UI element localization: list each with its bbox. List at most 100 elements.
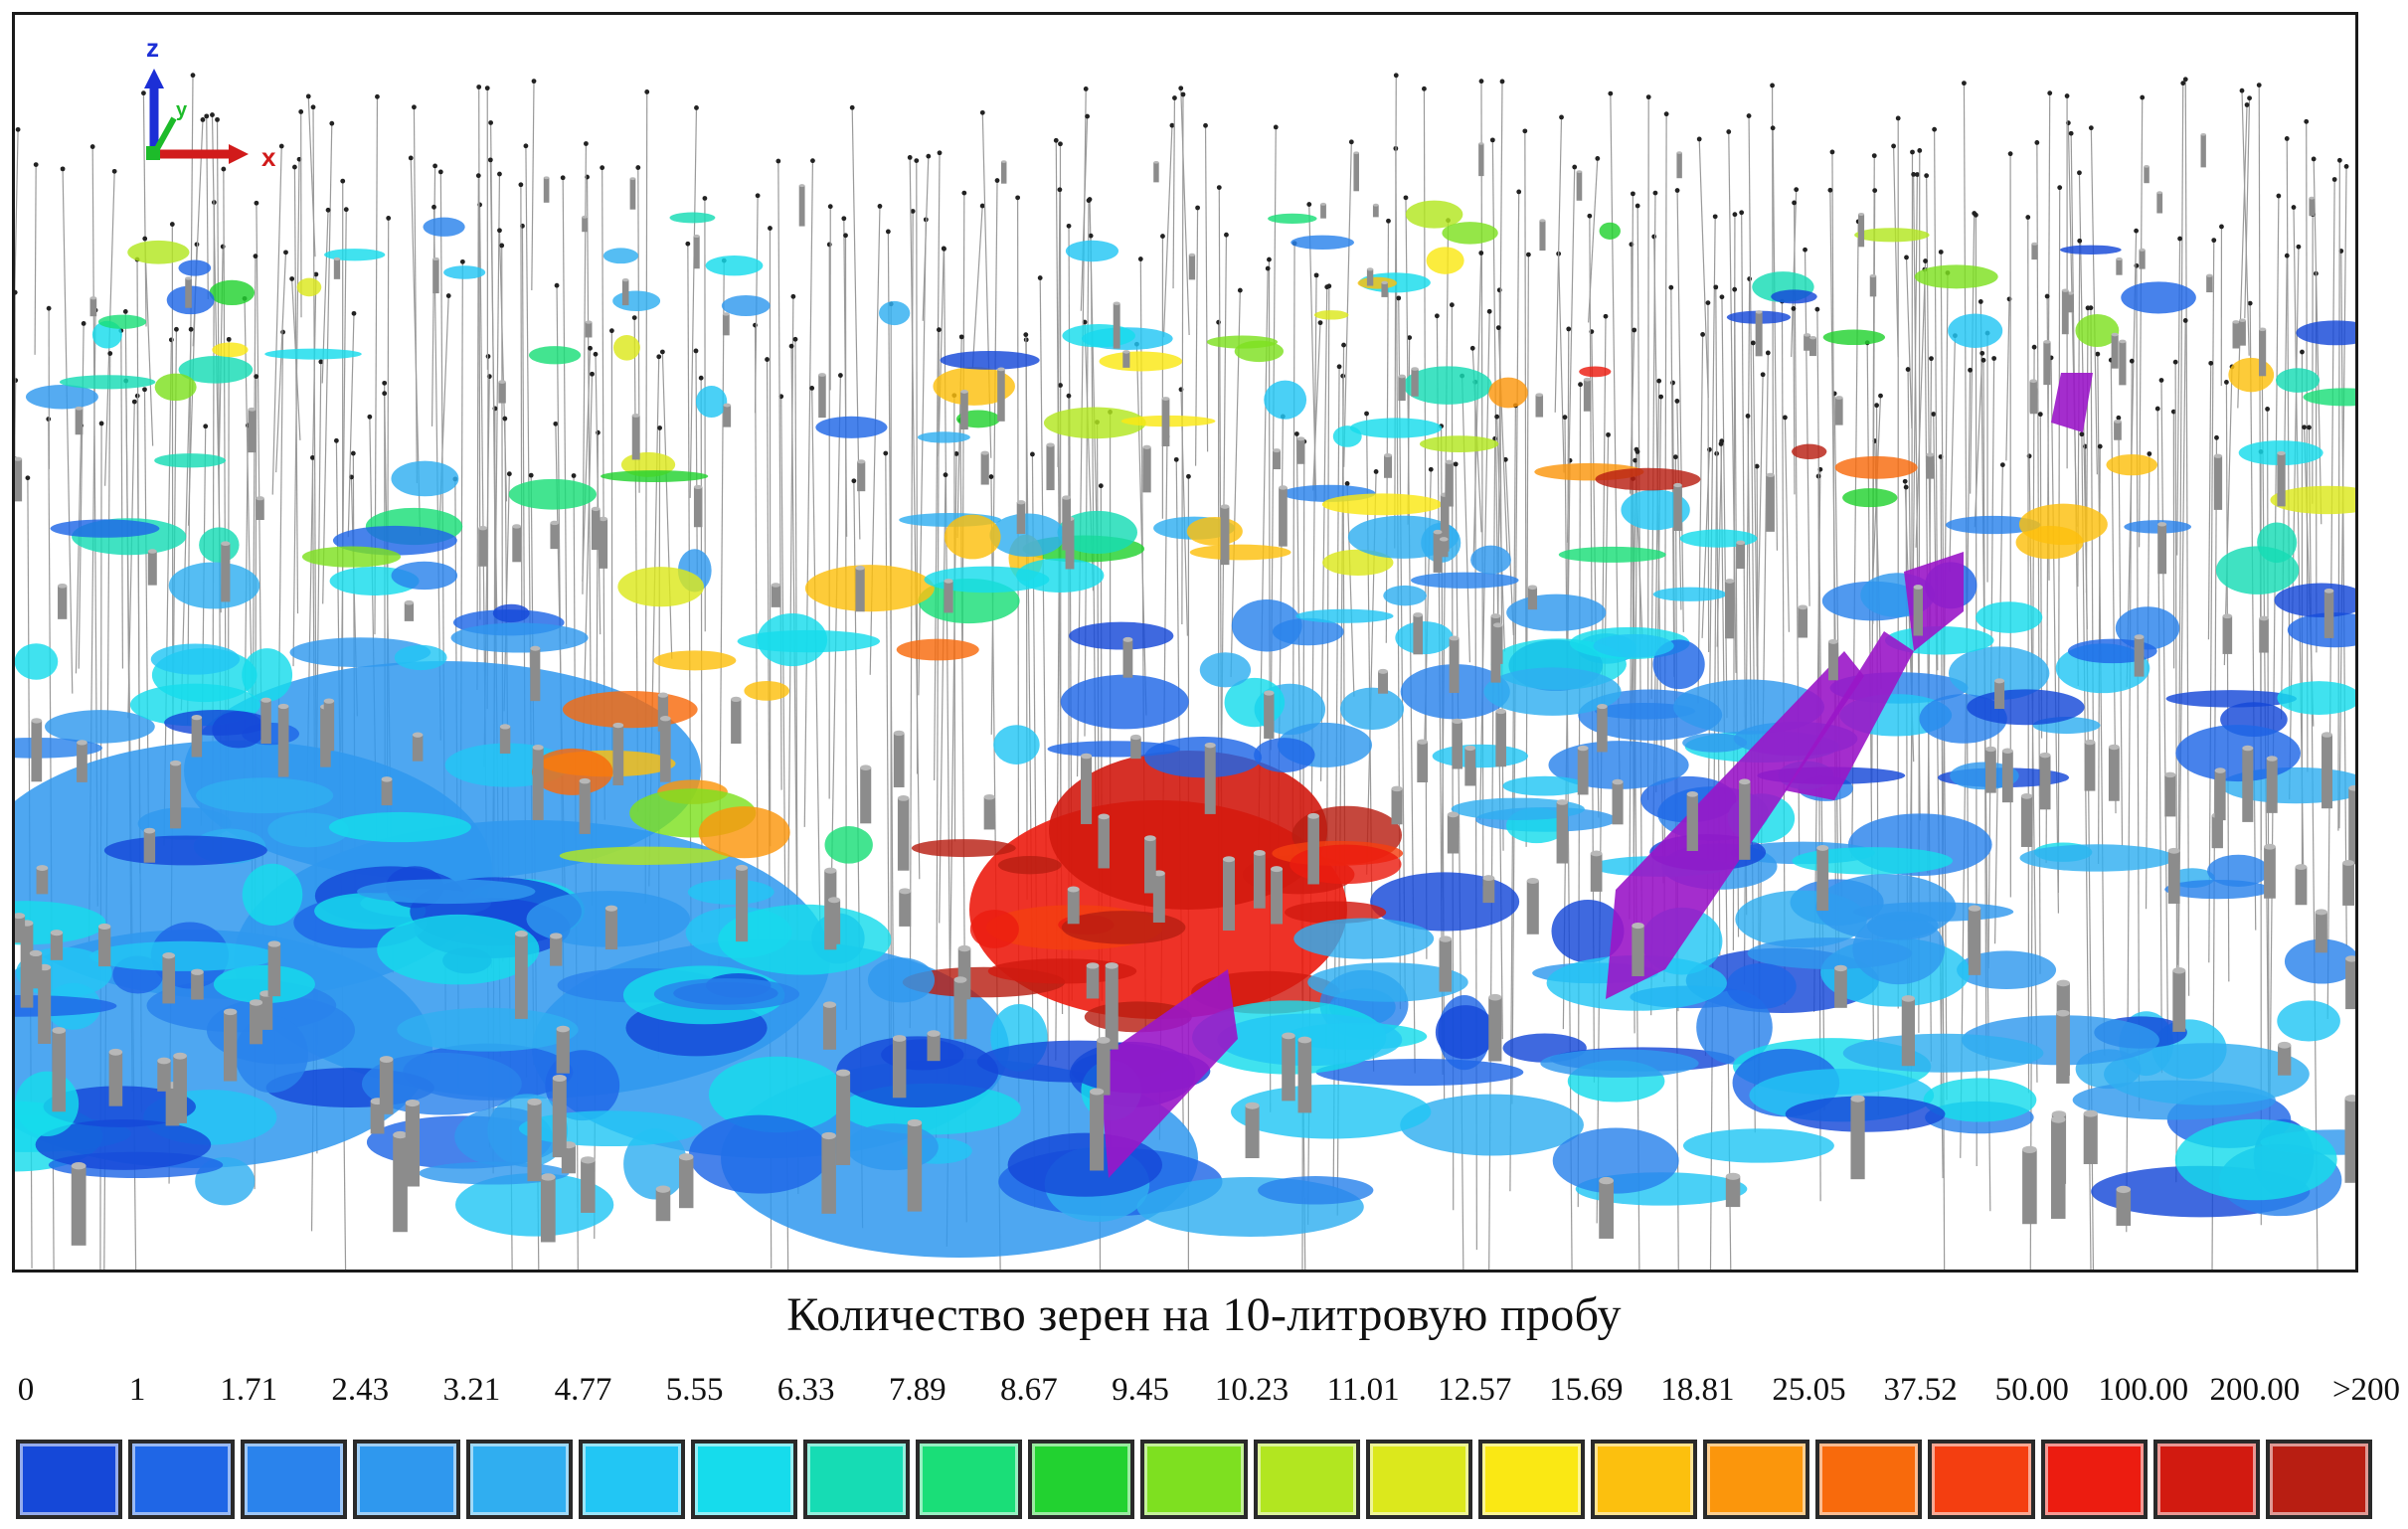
interval-cylinder (1090, 1088, 1105, 1171)
drillhole-trace (34, 164, 37, 355)
drillhole-trace (1308, 204, 1317, 501)
y-axis-label: y (176, 99, 188, 121)
collar-marker (635, 165, 641, 170)
interval-cylinder (798, 184, 805, 227)
axes-gizmo[interactable]: x y z (144, 33, 276, 172)
drillhole-trace (2156, 409, 2163, 1074)
grade-blob (1199, 652, 1252, 688)
collar-marker (2025, 215, 2031, 220)
collar-marker (499, 243, 505, 249)
grade-blob (2115, 606, 2180, 650)
interval-cylinder (723, 403, 732, 427)
collar-marker (1871, 153, 1877, 159)
collar-marker (768, 226, 773, 231)
drillhole-trace (2241, 90, 2250, 356)
grade-blob (1419, 435, 1499, 452)
collar-marker (1750, 340, 1756, 346)
collar-marker (2097, 443, 2103, 449)
collar-marker (1066, 223, 1072, 229)
interval-cylinder (2222, 613, 2233, 654)
drillhole-trace (689, 107, 698, 498)
interval-cylinder (2157, 522, 2167, 575)
interval-cylinder (185, 276, 192, 308)
drillhole-scene[interactable]: x y z (15, 15, 2355, 1270)
collar-marker (1700, 331, 1706, 337)
3d-viewport[interactable]: x y z (12, 12, 2358, 1273)
drillhole-trace (187, 75, 194, 726)
collar-marker (437, 169, 443, 175)
drillhole-trace (2110, 360, 2117, 814)
drillhole-trace (922, 156, 930, 321)
grade-blob (1069, 621, 1174, 650)
interval-cylinder (143, 827, 156, 863)
interval-cylinder (1411, 367, 1419, 397)
legend-swatch (1928, 1440, 2035, 1519)
interval-cylinder (1901, 995, 1915, 1067)
collar-marker (188, 326, 194, 332)
drillhole-trace (2050, 357, 2059, 914)
interval-cylinder (1597, 703, 1608, 753)
legend-tick-label: 1 (128, 1372, 146, 1408)
grade-blob (1726, 963, 1797, 1009)
collar-marker (1030, 451, 1035, 457)
grade-blob (531, 748, 613, 795)
collar-marker (1794, 187, 1800, 193)
interval-cylinder (550, 933, 563, 966)
grade-blob (15, 1071, 80, 1136)
grade-blob (150, 643, 241, 675)
collar-marker (1732, 286, 1738, 292)
interval-cylinder (2119, 339, 2127, 386)
drillhole-trace (1697, 334, 1704, 704)
collar-marker (1792, 200, 1797, 206)
collar-marker (2307, 425, 2312, 430)
grade-blob (1488, 377, 1528, 409)
interval-cylinder (52, 1027, 67, 1112)
grade-blob (2303, 388, 2355, 407)
grade-blob (1403, 366, 1492, 405)
interval-cylinder (191, 715, 203, 758)
drillhole-trace (803, 160, 814, 827)
interval-cylinder (1725, 579, 1735, 639)
drillhole-trace (2138, 97, 2144, 548)
grade-blob (1189, 544, 1291, 561)
grade-blob (1682, 1128, 1834, 1163)
grade-blob (1842, 488, 1898, 508)
collar-marker (1608, 90, 1614, 96)
grade-blob (296, 277, 322, 297)
collar-marker (459, 258, 465, 264)
interval-cylinder (97, 923, 111, 967)
grade-blob (2277, 681, 2355, 715)
collar-marker (1719, 294, 1725, 300)
interval-cylinder (1464, 745, 1476, 786)
grade-blob (1405, 200, 1463, 229)
collar-marker (1631, 191, 1635, 197)
drillhole-trace (1462, 376, 1470, 663)
collar-marker (910, 209, 916, 214)
interval-cylinder (1353, 151, 1359, 192)
legend-tick-label: >200 (2331, 1372, 2401, 1408)
collar-marker (2256, 83, 2262, 87)
collar-marker (2077, 170, 2082, 176)
drillhole-trace (1162, 125, 1173, 338)
collar-marker (1364, 411, 1369, 417)
collar-marker (1494, 414, 1500, 420)
interval-cylinder (2348, 784, 2355, 865)
legend-swatch (916, 1440, 1023, 1519)
grade-blob (1383, 585, 1427, 606)
collar-marker (1562, 415, 1568, 421)
collar-marker (608, 328, 614, 334)
interval-cylinder (2031, 242, 2038, 260)
interval-cylinder (631, 413, 640, 460)
collar-marker (1663, 111, 1669, 117)
grade-blob (1483, 667, 1622, 716)
interval-cylinder (997, 367, 1005, 422)
interval-cylinder (514, 931, 528, 1019)
collar-marker (1754, 463, 1760, 469)
grade-blob (508, 478, 598, 510)
collar-marker (1317, 320, 1323, 326)
interval-cylinder (1413, 612, 1423, 655)
grade-blob (617, 567, 705, 607)
collar-marker (1393, 73, 1399, 79)
collar-marker (1770, 83, 1775, 88)
collar-marker (298, 109, 304, 114)
